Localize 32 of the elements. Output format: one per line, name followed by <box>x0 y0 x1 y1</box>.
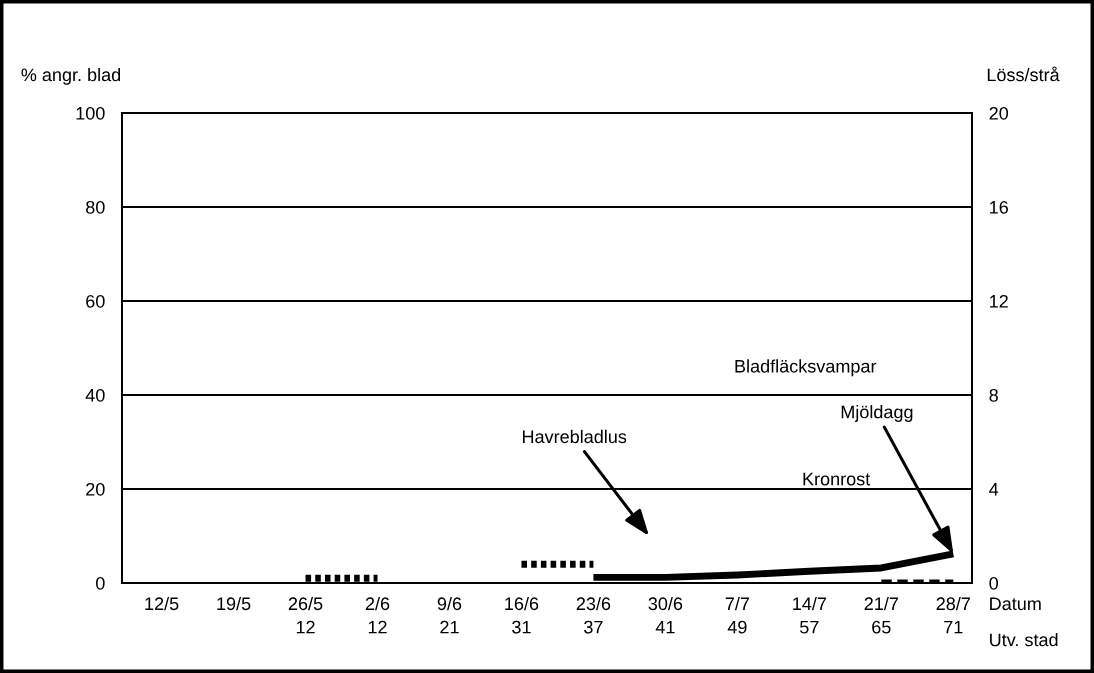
y-tick-label: 60 <box>86 294 105 308</box>
y-tick-label: 20 <box>86 482 105 496</box>
x-tick-label: 23/6 37 <box>576 596 611 634</box>
x-tick-label: 21/7 65 <box>864 596 898 634</box>
x-axis-title: Datum <box>990 597 1041 611</box>
y-tick-label: 40 <box>85 388 105 402</box>
x-tick-label: 26/5 12 <box>288 596 323 634</box>
x-tick-label: 12/5 <box>145 596 179 611</box>
y2-tick-label: 16 <box>990 200 1008 214</box>
y-tick-label: 80 <box>86 200 105 214</box>
annotation: Kronrost <box>803 472 871 486</box>
y-tick-label: 100 <box>76 106 105 120</box>
y2-tick-label: 12 <box>990 294 1008 308</box>
text: Utv. stad <box>990 633 1058 647</box>
x-tick-label: 14/7 57 <box>793 596 827 634</box>
y2-tick-label: 20 <box>989 106 1009 120</box>
y2-tick-label: 0 <box>989 576 998 590</box>
y2-tick-label: 8 <box>989 388 998 402</box>
x-tick-label: 19/5 <box>217 596 251 611</box>
y-axis-title: % angr. blad <box>21 67 121 85</box>
x-tick-label: 7/7 49 <box>725 596 750 634</box>
x-tick-label: 28/7 71 <box>936 596 970 634</box>
annotation: Bladfläcksvampar <box>735 359 877 377</box>
x-tick-label: 16/6 31 <box>505 596 539 634</box>
y2-axis-title: Löss/strå <box>987 66 1060 82</box>
y2-tick-label: 4 <box>989 483 999 496</box>
x-tick-label: 9/6 21 <box>437 596 462 634</box>
x-tick-label: 2/6 12 <box>365 596 390 634</box>
annotation: Mjöldagg <box>841 405 913 422</box>
x-tick-label: 30/6 41 <box>648 596 683 634</box>
y-tick-label: 0 <box>96 576 105 590</box>
annotation: Havrebladlus <box>522 429 627 444</box>
